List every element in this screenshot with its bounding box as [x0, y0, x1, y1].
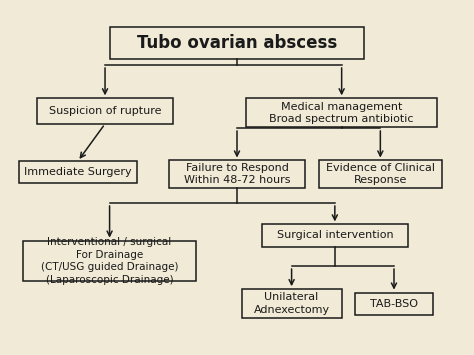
Text: Evidence of Clinical
Response: Evidence of Clinical Response [326, 163, 435, 185]
FancyBboxPatch shape [246, 98, 437, 127]
FancyBboxPatch shape [169, 160, 305, 188]
FancyBboxPatch shape [109, 27, 365, 59]
Text: Interventional / surgical
For Drainage
(CT/USG guided Drainage)
(Laparoscopic Dr: Interventional / surgical For Drainage (… [41, 237, 178, 285]
Text: Failure to Respond
Within 48-72 hours: Failure to Respond Within 48-72 hours [184, 163, 290, 185]
Text: Immediate Surgery: Immediate Surgery [24, 168, 132, 178]
Text: Tubo ovarian abscess: Tubo ovarian abscess [137, 34, 337, 52]
FancyBboxPatch shape [242, 289, 342, 318]
FancyBboxPatch shape [23, 241, 196, 282]
Text: Surgical intervention: Surgical intervention [276, 230, 393, 240]
FancyBboxPatch shape [319, 160, 442, 188]
FancyBboxPatch shape [18, 161, 137, 184]
FancyBboxPatch shape [37, 98, 173, 124]
FancyBboxPatch shape [262, 224, 408, 246]
Text: Unilateral
Adnexectomy: Unilateral Adnexectomy [254, 293, 330, 315]
Text: Suspicion of rupture: Suspicion of rupture [49, 106, 161, 116]
Text: TAB-BSO: TAB-BSO [370, 299, 418, 308]
FancyBboxPatch shape [356, 293, 433, 315]
Text: Medical management
Broad spectrum antibiotic: Medical management Broad spectrum antibi… [269, 102, 414, 124]
